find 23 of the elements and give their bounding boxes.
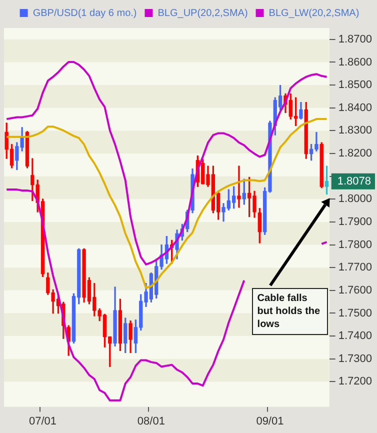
y-tick-label: 1.7600 xyxy=(338,284,372,296)
y-tick-label: 1.8300 xyxy=(338,124,372,137)
y-tick-label: 1.8000 xyxy=(338,193,372,206)
y-tick-label: 1.8400 xyxy=(338,102,372,114)
y-tick-label: 1.7800 xyxy=(338,238,372,251)
y-tick-label: 1.7300 xyxy=(338,352,372,365)
legend-label: BLG_UP(20,2,SMA) xyxy=(158,8,248,19)
legend-label: GBP/USD(1 day 6 mo.) xyxy=(32,8,137,19)
annotation: Cable falls but holds the lows xyxy=(252,288,328,336)
x-tick-label: 09/01 xyxy=(256,415,284,428)
x-tick-label: 08/01 xyxy=(137,415,165,428)
y-tick-label: 1.8700 xyxy=(338,33,372,46)
y-tick-label: 1.7700 xyxy=(338,262,372,274)
y-tick-label: 1.8600 xyxy=(338,56,372,68)
legend-label: BLG_LW(20,2,SMA) xyxy=(268,8,360,19)
y-tick-label: 1.7500 xyxy=(338,307,372,320)
y-tick-label: 1.8200 xyxy=(338,148,372,160)
y-tick-label: 1.8500 xyxy=(338,79,372,92)
x-tick-label: 07/01 xyxy=(28,415,56,428)
annotation: 1.8078 xyxy=(337,175,372,188)
y-tick-label: 1.7200 xyxy=(338,376,372,388)
y-tick-label: 1.7400 xyxy=(338,330,372,342)
y-tick-label: 1.7900 xyxy=(338,216,372,228)
